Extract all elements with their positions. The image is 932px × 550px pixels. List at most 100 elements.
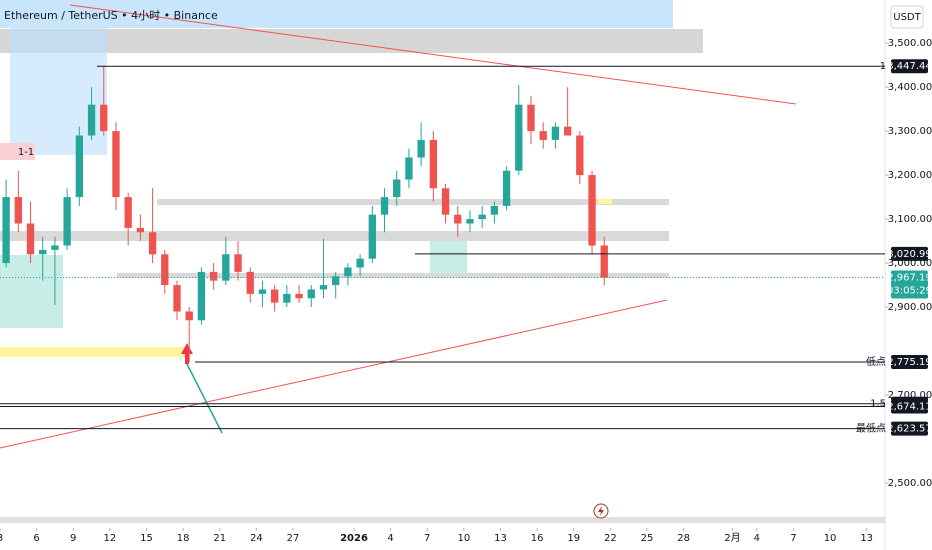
- event-icon: [598, 506, 604, 516]
- last-price-label: 2,967.19: [887, 273, 932, 284]
- x-tick-label: 28: [677, 533, 690, 544]
- x-tick-label: 19: [567, 533, 580, 544]
- candle-body: [502, 170, 511, 206]
- candle-body: [100, 104, 108, 132]
- x-tick-label: 16: [531, 533, 544, 544]
- x-tick-label: 25: [641, 533, 654, 544]
- candle-body: [51, 245, 59, 250]
- candle-body: [429, 139, 438, 189]
- price-label: 2,775.19: [887, 357, 932, 368]
- timeline-bar: [0, 517, 885, 523]
- annotation: 1-1: [18, 147, 34, 158]
- level-tag: 1.5: [870, 399, 886, 410]
- x-tick-label: 13: [860, 533, 873, 544]
- candle-body: [136, 227, 145, 233]
- candle-body: [246, 271, 254, 294]
- candle-body: [332, 276, 340, 286]
- candle-body: [563, 126, 572, 136]
- candle-body: [87, 104, 96, 136]
- y-tick-label: 3,400.00: [888, 82, 932, 93]
- x-tick-label: 24: [250, 533, 263, 544]
- price-label: 2,674.11: [887, 401, 932, 412]
- x-tick-label: 15: [140, 533, 153, 544]
- candle-body: [197, 271, 206, 321]
- candle-body: [63, 197, 71, 246]
- candle-body: [515, 104, 523, 171]
- level-tag: 最低点: [856, 422, 886, 435]
- x-tick-label: 2026: [340, 533, 368, 544]
- candle-body: [75, 135, 84, 198]
- x-tick-label: 4: [754, 533, 760, 544]
- zone: [117, 273, 669, 278]
- level-tag: 低点: [866, 355, 886, 368]
- candle-body: [39, 249, 47, 255]
- x-tick-label: 9: [70, 533, 76, 544]
- candle-body: [356, 258, 364, 268]
- candle-body: [441, 188, 450, 215]
- price-box: [891, 421, 928, 436]
- candle-body: [124, 197, 132, 228]
- candle-body: [368, 214, 376, 259]
- candle-body: [258, 289, 267, 294]
- candle-body: [490, 205, 499, 215]
- candle-body: [185, 311, 193, 321]
- candle-body: [26, 223, 35, 255]
- y-tick-label: 2,500.00: [888, 478, 932, 489]
- candle-body: [588, 175, 596, 246]
- x-tick-label: 4: [387, 533, 393, 544]
- x-tick-label: 3: [0, 533, 3, 544]
- candle-body: [2, 197, 10, 264]
- candle-body: [173, 285, 181, 312]
- zone: [0, 29, 703, 53]
- x-tick-label: 10: [457, 533, 470, 544]
- currency-box: [890, 5, 924, 29]
- price-label: 2,623.57: [887, 424, 932, 435]
- candle-body: [209, 271, 218, 281]
- candle-body: [148, 232, 157, 255]
- trend-line: [0, 299, 668, 449]
- price-label: 3,020.99: [887, 249, 932, 260]
- candle-body: [319, 285, 328, 290]
- zone: [598, 199, 612, 204]
- candle-body: [234, 254, 242, 272]
- trend-line: [69, 4, 797, 105]
- candle-body: [307, 289, 315, 299]
- candle-body: [14, 197, 22, 224]
- candle-body: [380, 197, 389, 215]
- y-tick-label: 3,100.00: [888, 214, 932, 225]
- x-tick-label: 10: [824, 533, 837, 544]
- candle-body: [222, 254, 230, 281]
- x-tick-label: 18: [177, 533, 190, 544]
- candle-body: [344, 267, 352, 277]
- price-box: [891, 270, 928, 299]
- currency: USDT: [893, 12, 921, 23]
- y-tick-label: 3,200.00: [888, 170, 932, 181]
- candle-body: [478, 214, 486, 220]
- x-tick-label: 7: [790, 533, 796, 544]
- price-box: [891, 399, 928, 414]
- level-tag: 1: [880, 61, 886, 72]
- x-tick-label: 21: [213, 533, 226, 544]
- price-box: [891, 354, 928, 369]
- x-tick-label: 12: [103, 533, 116, 544]
- candle-body: [551, 126, 560, 140]
- y-tick-label: 2,900.00: [888, 302, 932, 313]
- countdown: 03:05:29: [887, 286, 932, 297]
- zone: [0, 0, 673, 28]
- zone: [0, 231, 669, 241]
- y-tick-label: 2,700.00: [888, 390, 932, 401]
- zone: [10, 28, 107, 155]
- x-tick-label: 6: [33, 533, 39, 544]
- zone: [0, 255, 63, 328]
- x-tick-label: 7: [424, 533, 430, 544]
- candle-body: [576, 135, 584, 176]
- y-tick-label: 3,000.00: [888, 258, 932, 269]
- candle-body: [539, 131, 547, 140]
- x-tick-label: 27: [287, 533, 300, 544]
- candle-body: [295, 293, 303, 299]
- x-tick-label: 22: [604, 533, 617, 544]
- zone: [157, 199, 669, 205]
- candle-body: [600, 245, 608, 278]
- symbol-title: Ethereum / TetherUS • 4小时 • Binance: [4, 9, 218, 22]
